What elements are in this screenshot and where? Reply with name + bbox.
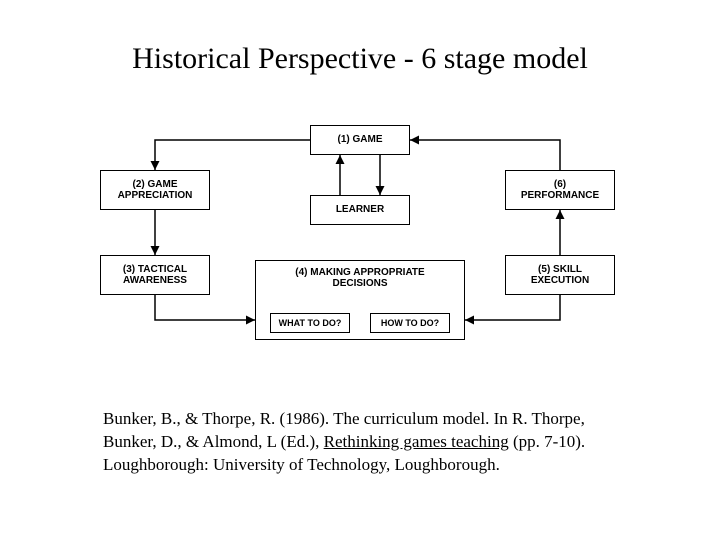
diagram-arrows (90, 125, 630, 380)
citation-line3: Loughborough: University of Technology, … (103, 455, 500, 474)
node-decisions-label: (4) MAKING APPROPRIATE DECISIONS (256, 267, 464, 289)
page-title: Historical Perspective - 6 stage model (0, 42, 720, 76)
six-stage-diagram: (1) GAME (2) GAME APPRECIATION LEARNER (… (90, 125, 630, 380)
node-tactical: (3) TACTICAL AWARENESS (100, 255, 210, 295)
node-learner: LEARNER (310, 195, 410, 225)
node-appreciation: (2) GAME APPRECIATION (100, 170, 210, 210)
node-what-to-do: WHAT TO DO? (270, 313, 350, 333)
node-how-to-do: HOW TO DO? (370, 313, 450, 333)
citation-line2b: (pp. 7-10). (509, 432, 585, 451)
citation-line2a: Bunker, D., & Almond, L (Ed.), (103, 432, 324, 451)
node-skill: (5) SKILL EXECUTION (505, 255, 615, 295)
citation-line1: Bunker, B., & Thorpe, R. (1986). The cur… (103, 409, 585, 428)
node-performance: (6) PERFORMANCE (505, 170, 615, 210)
citation-underlined: Rethinking games teaching (324, 432, 509, 451)
citation-text: Bunker, B., & Thorpe, R. (1986). The cur… (103, 408, 623, 477)
node-game: (1) GAME (310, 125, 410, 155)
